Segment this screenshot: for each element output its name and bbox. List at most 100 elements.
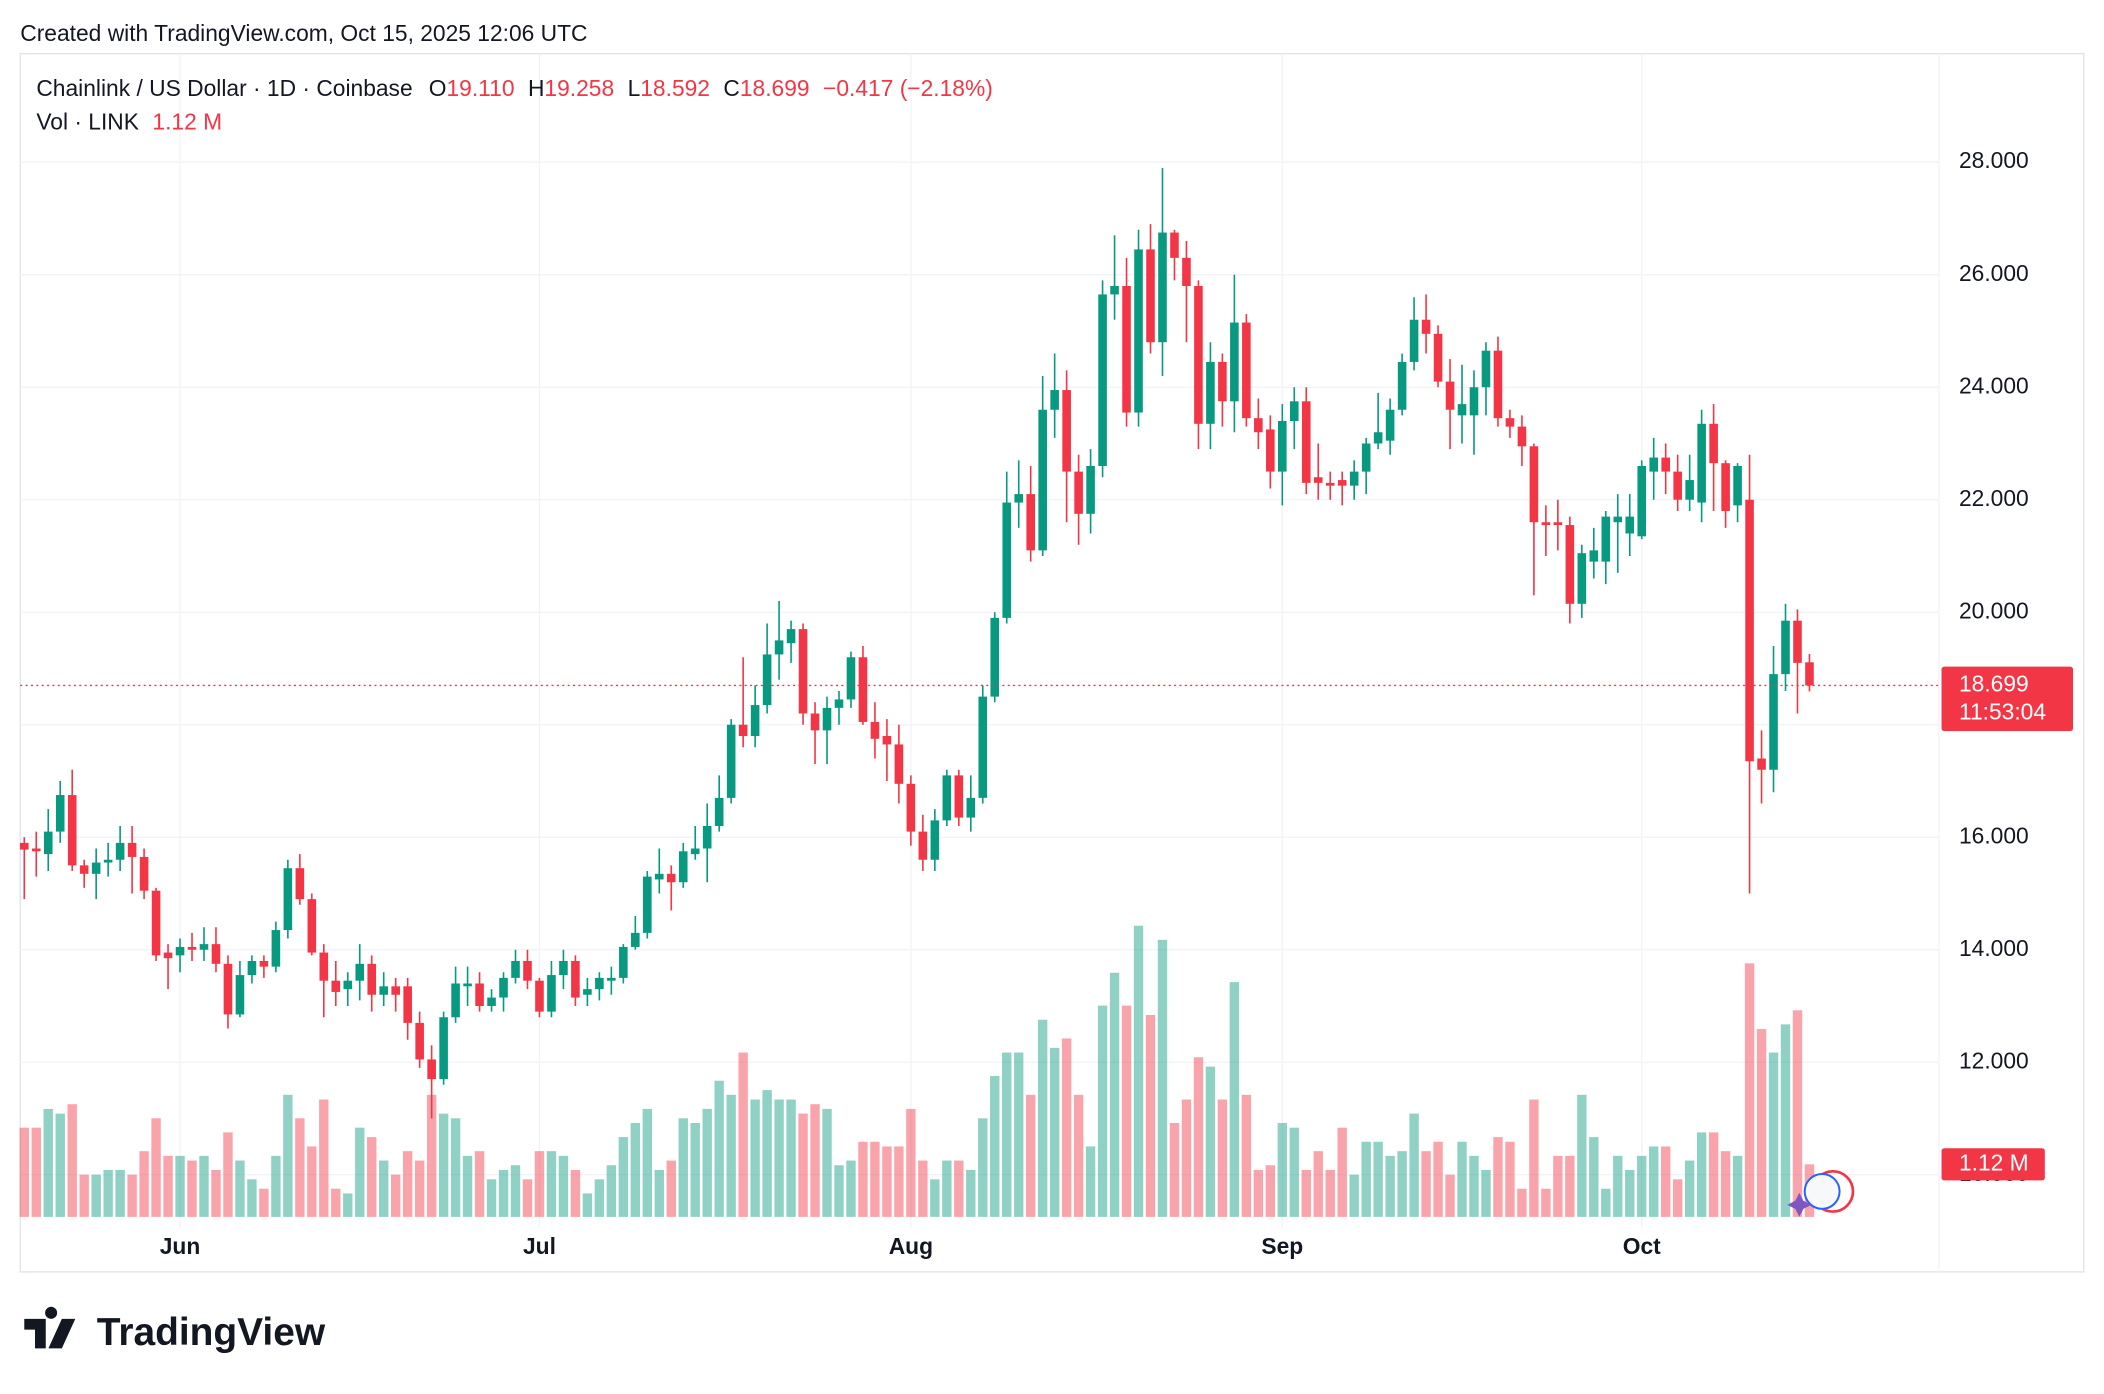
volume-bar xyxy=(115,1169,125,1217)
candle-body xyxy=(103,859,113,863)
candle-body xyxy=(79,865,89,874)
candle-body xyxy=(702,825,712,849)
candle-body xyxy=(1230,322,1239,402)
volume-bar xyxy=(1085,1146,1096,1217)
candle-body xyxy=(175,946,185,956)
volume-bar xyxy=(1325,1169,1335,1217)
candle-body xyxy=(942,775,952,821)
candle-body xyxy=(1337,480,1347,486)
candle-body xyxy=(247,961,257,976)
volume-bar xyxy=(1361,1141,1371,1217)
volume-bar xyxy=(546,1151,557,1217)
candle-body xyxy=(1709,423,1718,464)
candle-body xyxy=(583,989,592,995)
candle-body xyxy=(1278,420,1287,472)
candle-body xyxy=(463,983,472,987)
volume-bar xyxy=(1637,1155,1647,1217)
candle-body xyxy=(43,831,53,855)
volume-bar xyxy=(199,1155,209,1217)
x-tick-label: Aug xyxy=(889,1233,933,1259)
volume-bar xyxy=(1613,1155,1623,1217)
volume-bar xyxy=(1289,1127,1299,1217)
volume-bar xyxy=(1768,1052,1779,1217)
volume-value: 1.12 M xyxy=(152,108,222,134)
volume-bar xyxy=(103,1169,113,1217)
volume-bar xyxy=(1049,1047,1060,1217)
candle-body xyxy=(990,617,1000,697)
volume-bar xyxy=(1792,1010,1803,1217)
flag-icon xyxy=(1787,1169,1855,1217)
volume-bar xyxy=(163,1155,173,1217)
volume-bar xyxy=(1169,1122,1180,1217)
volume-bar xyxy=(1517,1188,1527,1217)
candle-body xyxy=(1182,257,1191,286)
candle-body xyxy=(487,997,496,1007)
candle-body xyxy=(415,1022,424,1060)
volume-bar xyxy=(1385,1155,1395,1217)
price-tag-value: 18.699 xyxy=(1959,670,2029,696)
close-value: 18.699 xyxy=(740,75,810,101)
volume-bar xyxy=(1421,1151,1431,1217)
volume-bar xyxy=(582,1193,593,1217)
candle-body xyxy=(1409,319,1419,362)
candle-body xyxy=(235,975,245,1015)
volume-bar xyxy=(1457,1141,1467,1217)
volume-legend: Vol · LINK 1.12 M xyxy=(36,108,222,134)
volume-bar xyxy=(738,1052,748,1217)
candle-body xyxy=(319,952,329,981)
candle-body xyxy=(1805,662,1814,686)
volume-bar xyxy=(1313,1151,1323,1217)
candle-body xyxy=(1146,249,1155,343)
candle-body xyxy=(1266,429,1275,472)
candle-body xyxy=(1206,361,1215,424)
candle-body xyxy=(295,868,305,900)
volume-bar xyxy=(714,1080,724,1217)
volume-bar xyxy=(127,1174,137,1217)
flag xyxy=(1803,1172,1841,1210)
y-tick-label: 14.000 xyxy=(1959,935,2029,961)
x-tick-label: Jul xyxy=(523,1233,556,1259)
candle-body xyxy=(882,735,892,745)
volume-bar xyxy=(1002,1052,1012,1217)
candle-body xyxy=(379,986,389,995)
candle-body xyxy=(846,657,856,700)
candle-body xyxy=(834,699,844,708)
logo: TradingView xyxy=(24,1306,326,1354)
volume-bar xyxy=(570,1169,581,1217)
volume-bar xyxy=(1493,1137,1503,1217)
candle-body xyxy=(930,820,940,860)
volume-bar xyxy=(1217,1099,1228,1217)
volume-bar xyxy=(1684,1160,1695,1217)
candle-body xyxy=(1793,620,1802,663)
candle-body xyxy=(1361,443,1371,472)
candle-body xyxy=(1254,418,1263,433)
volume-bar xyxy=(606,1165,617,1217)
volume-bar xyxy=(1469,1155,1479,1217)
candle-body xyxy=(1421,319,1431,334)
logo-text: TradingView xyxy=(97,1311,326,1354)
x-tick-label: Oct xyxy=(1623,1233,1661,1259)
candle-body xyxy=(223,963,233,1015)
volume-bar xyxy=(1756,1029,1767,1217)
candle-body xyxy=(307,899,317,953)
candle-body xyxy=(631,932,640,947)
volume-bar xyxy=(414,1160,425,1217)
candle-body xyxy=(714,797,724,826)
candle-body xyxy=(1493,350,1503,419)
candle-body xyxy=(1565,525,1575,604)
volume-bar xyxy=(474,1151,485,1217)
volume-tag-value: 1.12 M xyxy=(1959,1149,2029,1175)
volume-bar xyxy=(1109,972,1120,1217)
volume-bar xyxy=(1505,1141,1515,1217)
candle-body xyxy=(355,963,365,981)
volume-bar xyxy=(1277,1122,1287,1217)
candle-body xyxy=(1781,620,1790,675)
candle-body xyxy=(1661,457,1670,472)
volume-bar xyxy=(247,1179,257,1217)
candle-body xyxy=(67,795,77,866)
volume-bar xyxy=(355,1127,365,1217)
candle-body xyxy=(1194,285,1203,424)
candle-body xyxy=(1289,401,1299,421)
candle-body xyxy=(511,961,520,978)
candle-body xyxy=(523,961,532,981)
